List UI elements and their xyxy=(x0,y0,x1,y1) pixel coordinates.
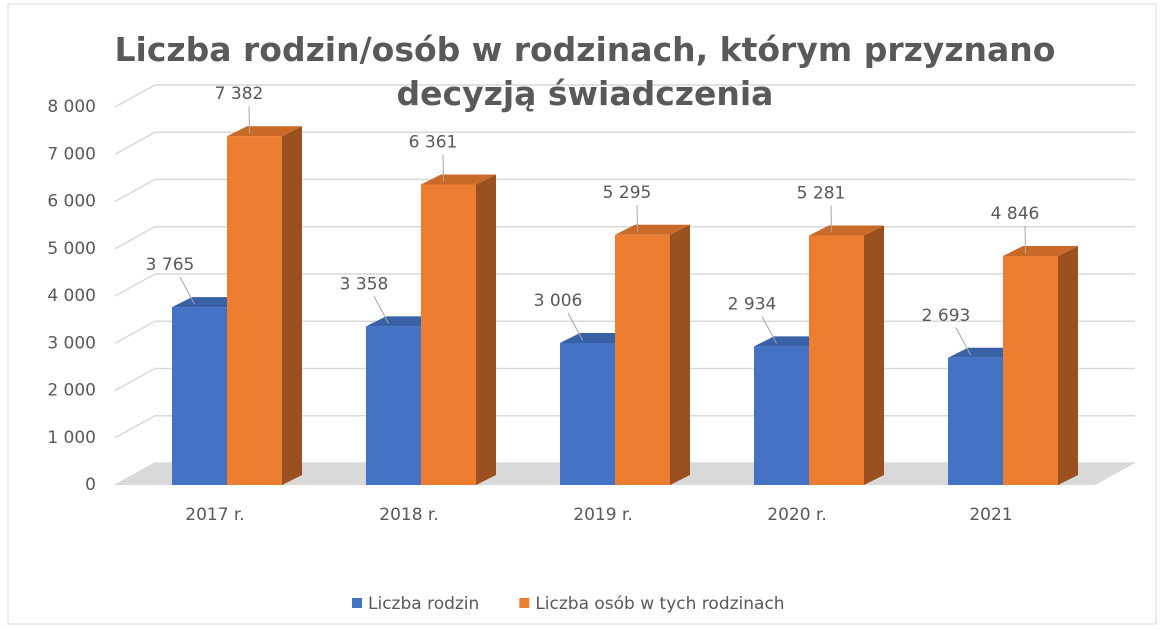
bar-top xyxy=(227,126,302,137)
bar-side xyxy=(1058,246,1078,485)
bar xyxy=(1003,256,1058,485)
y-tick-label: 8 000 xyxy=(47,97,96,117)
bar-top-shade xyxy=(809,225,884,236)
value-label: 7 382 xyxy=(215,84,264,104)
y-tick-label: 2 000 xyxy=(47,381,96,401)
value-label: 2 934 xyxy=(728,294,777,314)
value-label: 5 281 xyxy=(797,183,846,203)
bar xyxy=(948,357,1003,485)
x-tick-label: 2021 xyxy=(969,505,1012,525)
bar xyxy=(421,184,476,485)
value-label: 6 361 xyxy=(409,132,458,152)
legend-swatch xyxy=(519,598,530,608)
leader-line xyxy=(179,276,195,305)
bar xyxy=(754,346,809,485)
bar xyxy=(615,234,670,485)
bar-top-shade xyxy=(615,224,690,235)
bar-side xyxy=(476,174,496,485)
y-tick-label: 5 000 xyxy=(47,239,96,259)
grid-line xyxy=(114,320,1135,344)
legend-label: Liczba osób w tych rodzinach xyxy=(535,594,784,614)
leader-line xyxy=(373,296,389,324)
value-label: 5 295 xyxy=(603,183,652,203)
value-label: 3 006 xyxy=(534,291,583,311)
bar-side xyxy=(670,224,690,485)
leader-line xyxy=(567,312,583,341)
legend-swatch xyxy=(352,598,362,608)
leader-line xyxy=(248,106,250,134)
bar-top xyxy=(809,225,884,236)
x-tick-label: 2018 r. xyxy=(379,505,439,525)
y-tick-label: 6 000 xyxy=(47,192,96,212)
bar-top xyxy=(615,224,690,235)
chart-border xyxy=(7,3,1157,625)
bar xyxy=(366,326,421,485)
y-tick-label: 7 000 xyxy=(47,144,96,164)
y-tick-label: 4 000 xyxy=(47,286,96,306)
bar-top-shade xyxy=(227,126,302,137)
leader-line xyxy=(1024,226,1026,254)
leader-line xyxy=(442,154,444,182)
bar-side-shade xyxy=(282,126,302,485)
grid-line xyxy=(114,131,1135,155)
grid-line xyxy=(114,226,1135,250)
y-tick-label: 0 xyxy=(85,475,96,495)
bar xyxy=(560,342,615,485)
bar-side xyxy=(864,225,884,485)
grid-line xyxy=(114,178,1135,203)
leader-line xyxy=(636,204,638,232)
bar xyxy=(227,136,282,485)
bar-top xyxy=(1003,246,1078,257)
bar-side-shade xyxy=(670,224,690,485)
bar xyxy=(172,307,227,485)
bar-side-shade xyxy=(476,174,496,485)
x-tick-label: 2020 r. xyxy=(767,505,827,525)
grid-line xyxy=(114,84,1135,108)
leader-line xyxy=(830,205,832,233)
bar-side xyxy=(282,126,302,485)
y-tick-label: 3 000 xyxy=(47,333,96,353)
leader-line xyxy=(761,316,777,344)
bar xyxy=(809,235,864,485)
x-tick-label: 2017 r. xyxy=(185,505,245,525)
value-label: 3 765 xyxy=(146,255,195,275)
value-label: 3 358 xyxy=(340,274,389,294)
bar-top xyxy=(421,174,496,185)
grid-line xyxy=(114,273,1135,297)
x-tick-label: 2019 r. xyxy=(573,505,633,525)
bar-side-shade xyxy=(1058,246,1078,485)
y-tick-label: 1 000 xyxy=(47,428,96,448)
bar-side-shade xyxy=(864,225,884,485)
value-label: 2 693 xyxy=(922,306,971,326)
bar-top-shade xyxy=(421,174,496,185)
value-label: 4 846 xyxy=(991,204,1040,224)
chart-title: Liczba rodzin/osób w rodzinach, którym p… xyxy=(114,30,1056,113)
bar-top-shade xyxy=(1003,246,1078,257)
leader-line xyxy=(955,327,971,355)
legend-label: Liczba rodzin xyxy=(368,594,479,614)
